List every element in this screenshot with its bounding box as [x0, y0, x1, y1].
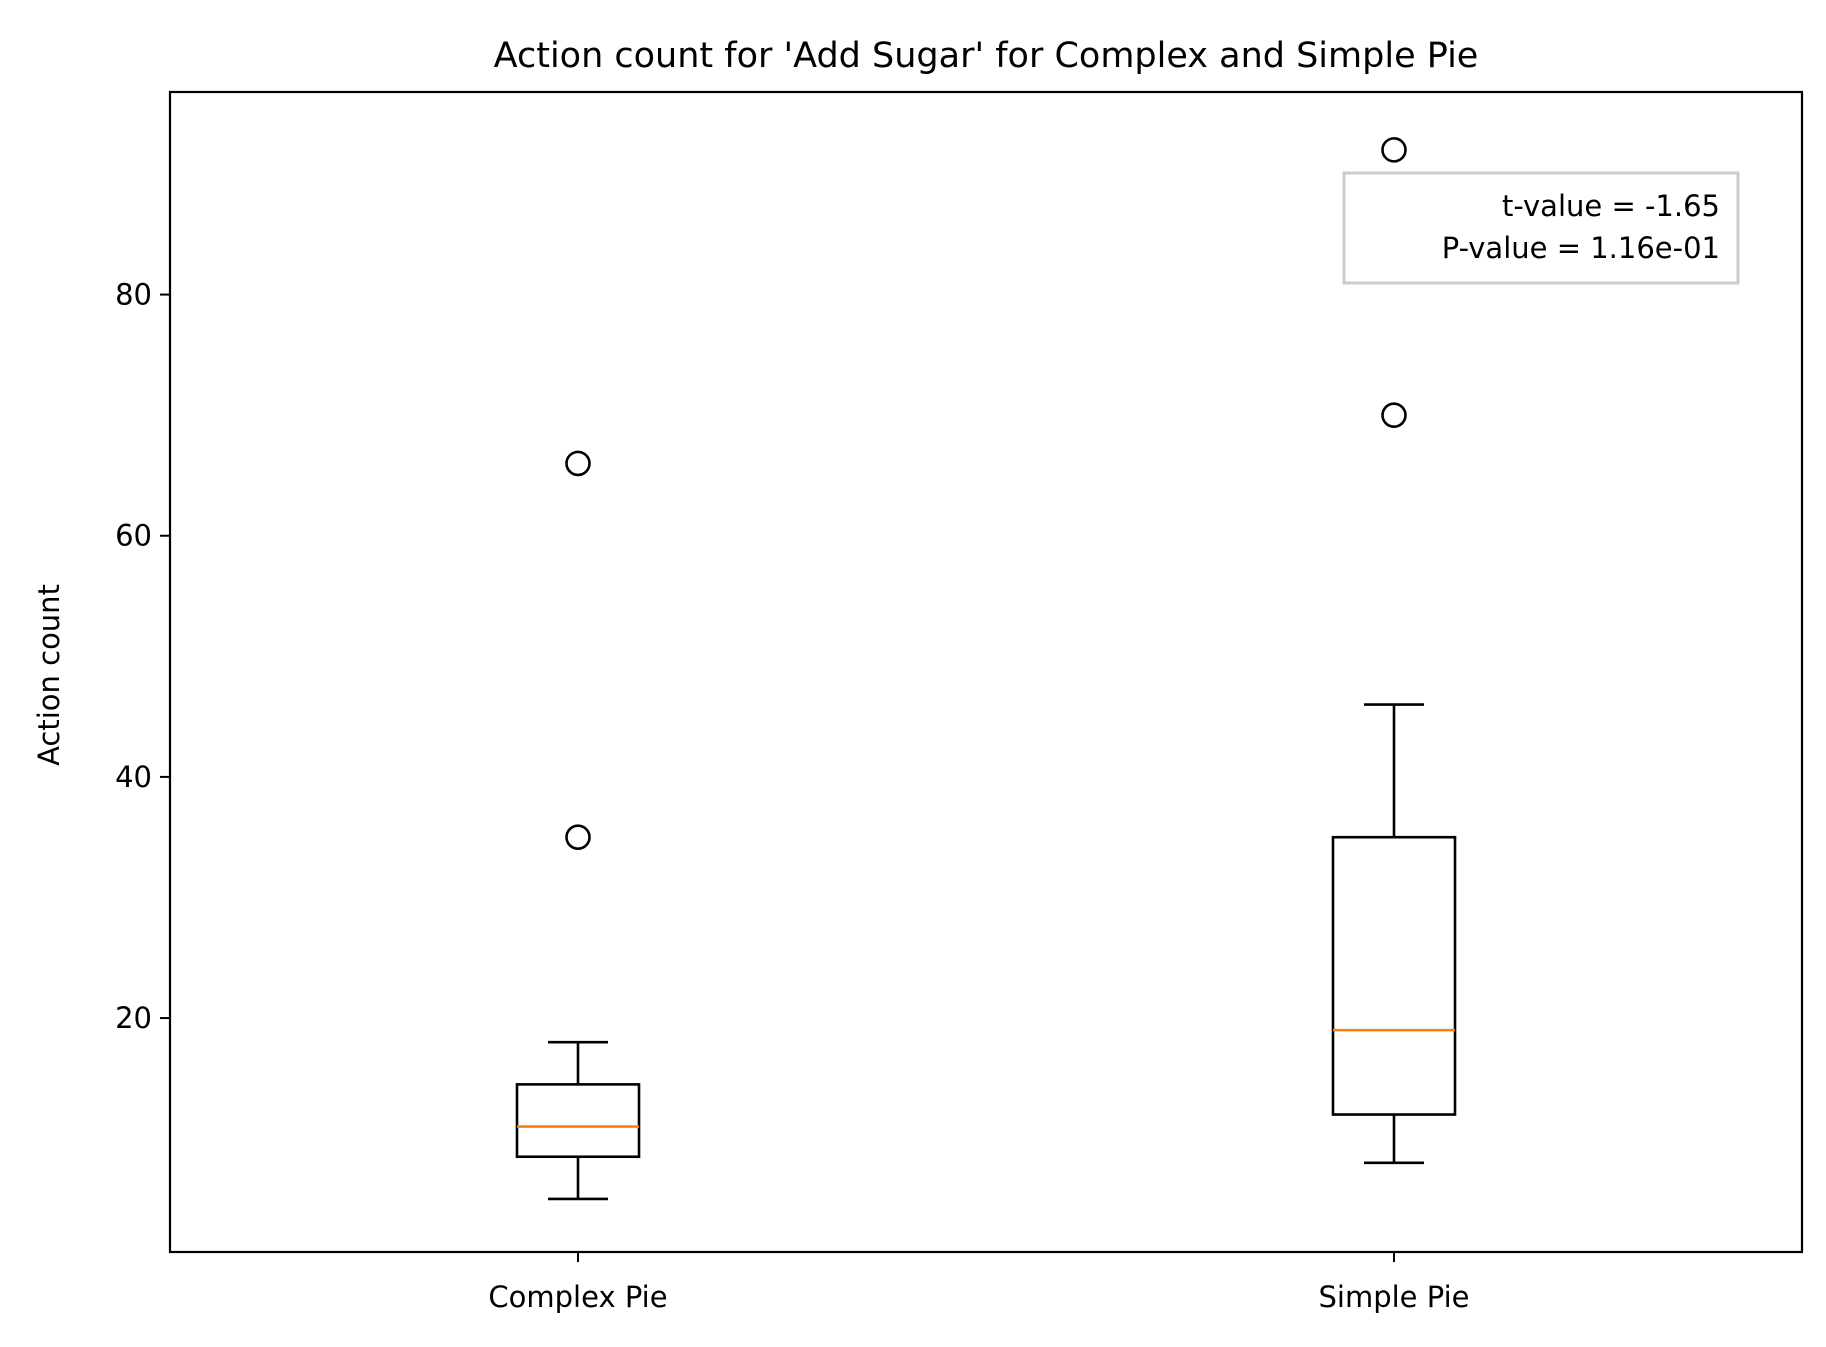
y-tick-label: 80 [115, 278, 152, 312]
y-tick-label: 20 [115, 1001, 152, 1035]
plot-area: 20 40 60 80 Complex Pie Simple Pie [115, 137, 1470, 1314]
stats-annotation-frame [1342, 171, 1740, 285]
x-tick-label: Simple Pie [1319, 1280, 1470, 1314]
complex-pie-outlier [565, 824, 591, 850]
chart-title: Action count for 'Add Sugar' for Complex… [494, 36, 1479, 76]
complex-pie-outlier [565, 450, 591, 477]
y-axis-label: Action count [32, 584, 66, 766]
simple-pie-outlier [1381, 402, 1407, 428]
simple-pie-outlier [1381, 137, 1407, 163]
x-tick-label: Complex Pie [488, 1280, 667, 1314]
simple-pie-box [1331, 835, 1457, 1116]
y-tick-label: 40 [115, 760, 152, 794]
p-value-text: P-value = 1.16e-01 [1442, 231, 1720, 265]
t-value-text: t-value = -1.65 [1502, 189, 1720, 223]
stats-annotation: t-value = -1.65 P-value = 1.16e-01 [1342, 171, 1740, 285]
complex-pie-box [515, 1083, 641, 1159]
y-tick-label: 60 [115, 519, 152, 553]
plot-frame [168, 90, 1804, 1254]
